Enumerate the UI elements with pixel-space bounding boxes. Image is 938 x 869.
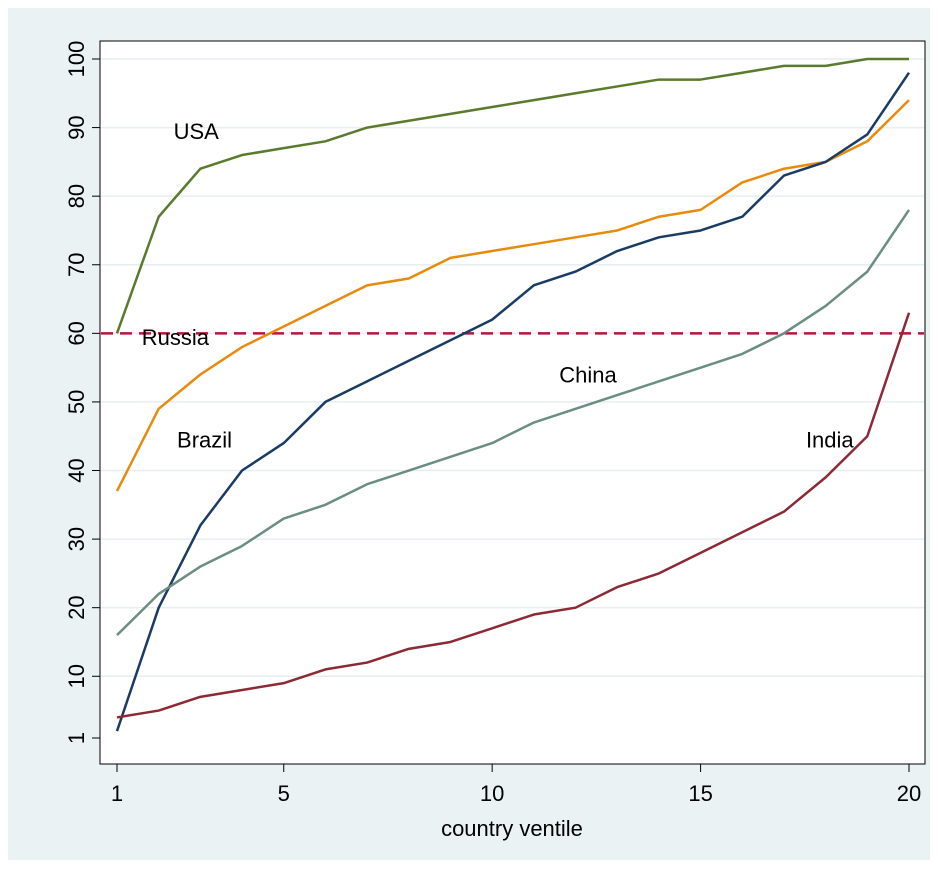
y-tick-label: 1 [64, 732, 89, 744]
x-axis-label: country ventile [441, 816, 583, 841]
series-line-india [116, 312, 911, 719]
y-tick-label: 10 [64, 664, 89, 688]
series-line-brazil [115, 72, 911, 732]
series-label-india: India [806, 428, 854, 453]
y-tick-label: 40 [64, 458, 89, 482]
series-line-russia [115, 99, 910, 492]
x-tick-label: 15 [688, 781, 712, 806]
series-line-usa [115, 57, 909, 334]
y-tick-label: 60 [64, 321, 89, 345]
series-label-brazil: Brazil [177, 428, 232, 453]
y-tick-label: 90 [64, 115, 89, 139]
y-tick-label: 70 [64, 253, 89, 277]
series-layer [115, 57, 911, 732]
y-tick-label: 30 [64, 527, 89, 551]
y-tick-label: 20 [64, 595, 89, 619]
y-tick-label: 100 [64, 41, 89, 78]
x-tick-label: 5 [278, 781, 290, 806]
y-tick-label: 80 [64, 184, 89, 208]
series-line-china [116, 209, 911, 637]
x-tick-label: 10 [480, 781, 504, 806]
annotation-layer: USA Russia Brazil China India [142, 119, 855, 453]
series-label-china: China [559, 362, 617, 387]
series-label-usa: USA [174, 119, 220, 144]
y-tick-label: 50 [64, 390, 89, 414]
x-tick-label: 1 [111, 781, 123, 806]
series-label-russia: Russia [142, 325, 210, 350]
x-tick-label: 20 [897, 781, 921, 806]
